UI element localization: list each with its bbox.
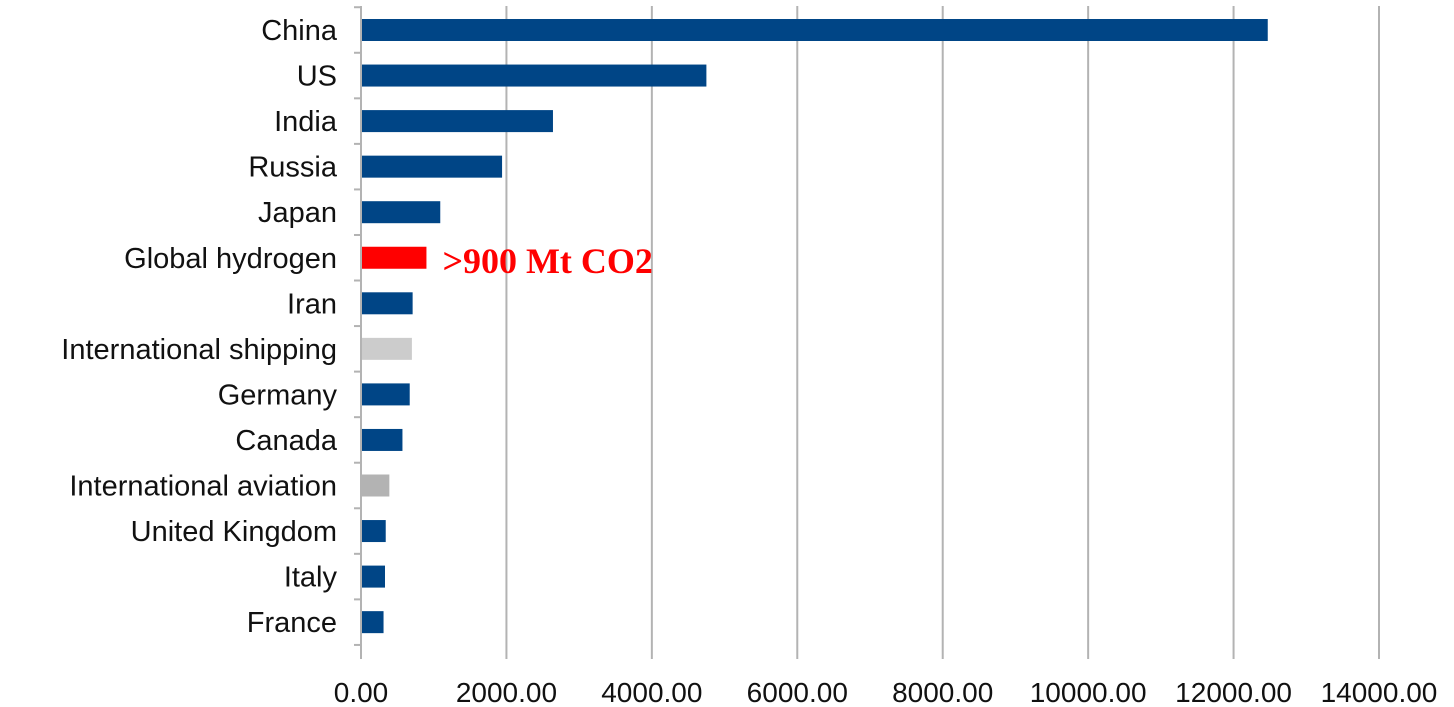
bar-france — [362, 611, 384, 634]
bar-italy — [362, 565, 385, 588]
category-label: Russia — [248, 152, 338, 184]
bar-china — [362, 19, 1268, 41]
bar-russia — [362, 155, 503, 178]
bar-global-hydrogen — [362, 246, 427, 269]
category-label: China — [261, 15, 338, 47]
x-tick-label: 10000.00 — [1030, 677, 1147, 707]
bar-germany — [362, 383, 410, 406]
bar-canada — [362, 428, 403, 451]
category-label: India — [274, 106, 338, 138]
annotations: >900 Mt CO2 — [442, 241, 652, 281]
category-label: Global hydrogen — [124, 243, 337, 275]
bar-us — [362, 64, 707, 87]
category-label: United Kingdom — [131, 516, 337, 548]
category-label: US — [297, 61, 337, 93]
category-label: Canada — [235, 425, 337, 457]
bar-international-aviation — [362, 474, 390, 497]
x-tick-label: 14000.00 — [1321, 677, 1438, 707]
category-label: France — [247, 607, 337, 639]
x-tick-label: 2000.00 — [456, 677, 557, 707]
bar-international-shipping — [362, 337, 412, 360]
category-label: Germany — [218, 379, 338, 411]
bar-japan — [362, 201, 441, 224]
category-label: Iran — [287, 288, 337, 320]
category-label: International aviation — [69, 471, 337, 503]
bar-india — [362, 110, 553, 133]
x-tick-label: 12000.00 — [1175, 677, 1292, 707]
x-tick-label: 4000.00 — [601, 677, 702, 707]
category-label: Italy — [284, 562, 338, 594]
x-tick-label: 8000.00 — [892, 677, 993, 707]
category-labels: China US India Russia Japan Global hydrogen Ir… — [61, 15, 338, 639]
x-tick-label: 6000.00 — [747, 677, 848, 707]
bars — [362, 19, 1268, 634]
x-tick-labels: 0.00 2000.00 4000.00 6000.00 8000.00 10000.00… — [334, 677, 1438, 707]
annotation-label: >900 Mt CO2 — [442, 241, 652, 281]
gridlines — [354, 6, 1380, 659]
category-label: Japan — [258, 197, 337, 229]
bar-united-kingdom — [362, 520, 386, 543]
x-tick-label: 0.00 — [334, 677, 389, 707]
category-label: International shipping — [61, 334, 337, 366]
bar-iran — [362, 292, 413, 315]
